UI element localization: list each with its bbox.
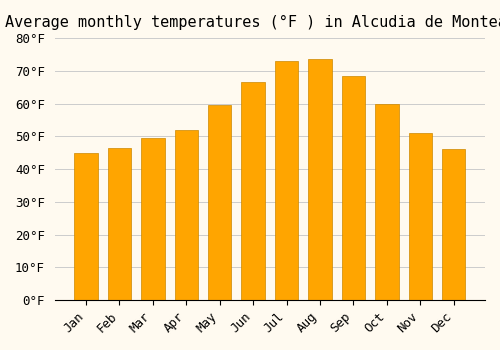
- Title: Average monthly temperatures (°F ) in Alcudia de Monteagud: Average monthly temperatures (°F ) in Al…: [5, 15, 500, 30]
- Bar: [408, 133, 432, 300]
- Bar: [174, 130, 198, 300]
- Bar: [141, 138, 165, 300]
- Bar: [242, 82, 265, 300]
- Bar: [208, 105, 232, 300]
- Bar: [442, 149, 466, 300]
- Bar: [108, 148, 131, 300]
- Bar: [342, 76, 365, 300]
- Bar: [74, 153, 98, 300]
- Bar: [275, 61, 298, 300]
- Bar: [308, 60, 332, 300]
- Bar: [375, 104, 398, 300]
